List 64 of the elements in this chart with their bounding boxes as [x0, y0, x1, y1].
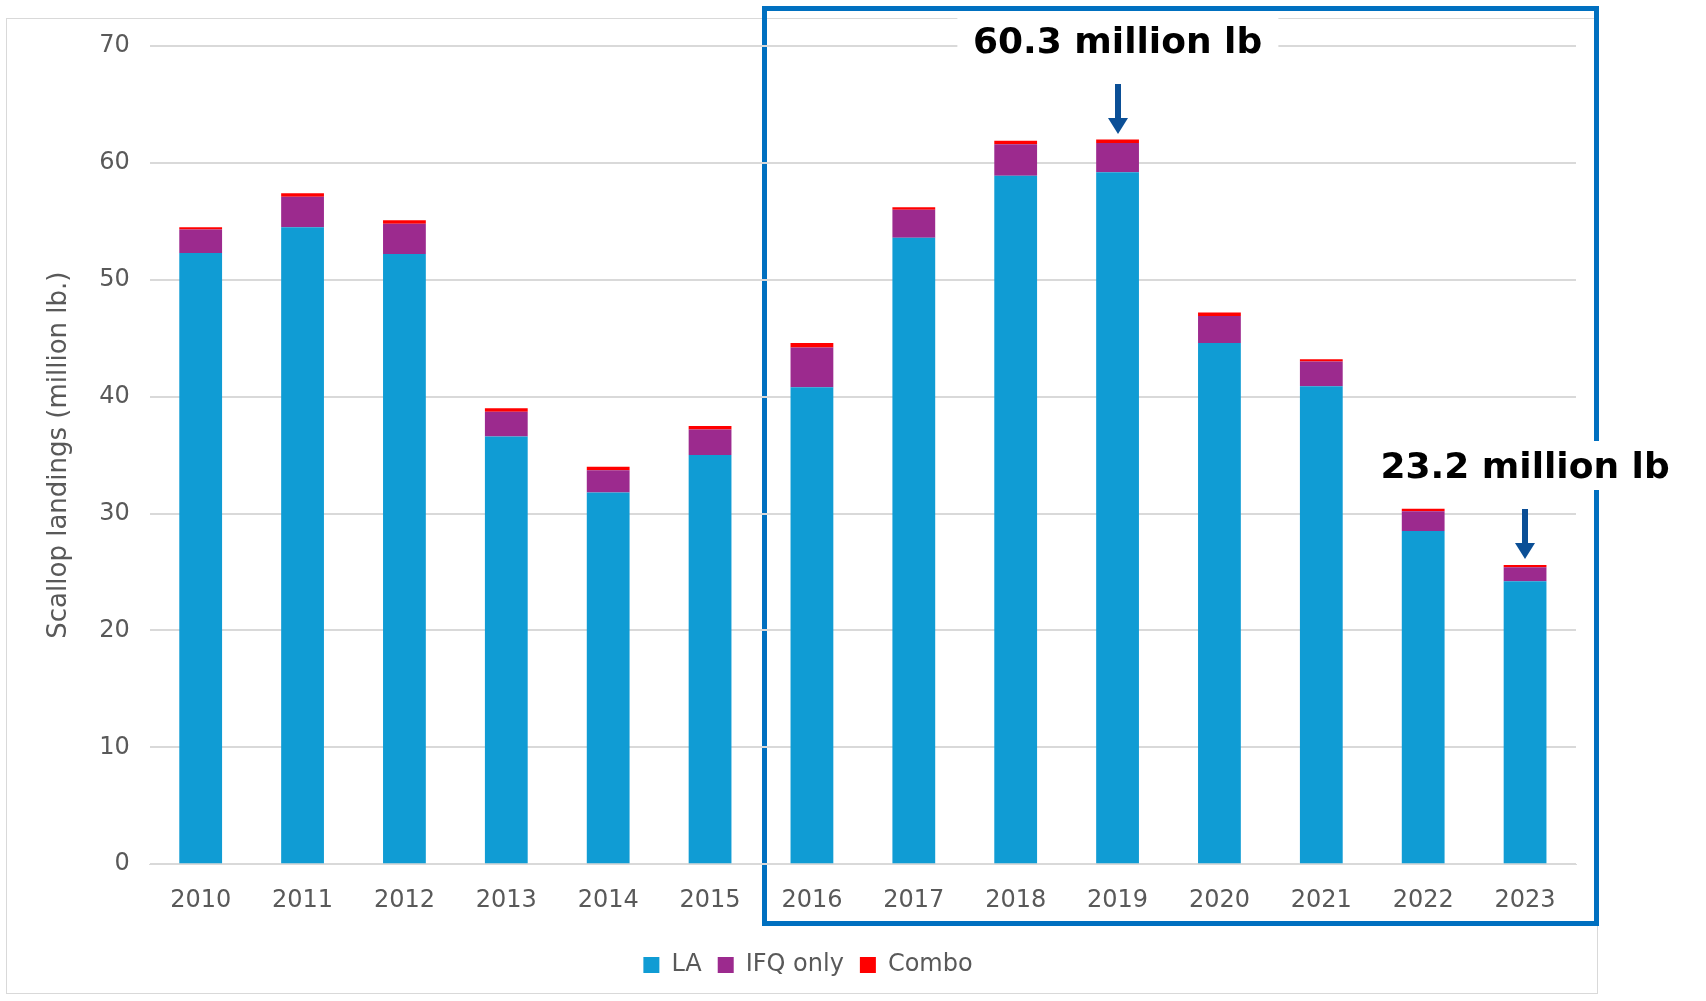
x-tick-label: 2012 [373, 884, 435, 913]
y-tick-label: 60 [99, 147, 130, 176]
x-tick-label: 2021 [1290, 884, 1352, 913]
legend-label: Combo [887, 949, 973, 978]
bar [1401, 511, 1445, 532]
x-tick-label: 2014 [577, 884, 639, 913]
bar [484, 408, 528, 412]
x-tick-label: 2018 [985, 884, 1047, 913]
bar [484, 436, 528, 864]
bar [179, 227, 223, 230]
bar [586, 492, 630, 864]
x-tick-label: 2010 [170, 884, 232, 913]
y-tick-label: 20 [99, 614, 130, 643]
bar [892, 209, 936, 238]
bar [994, 175, 1038, 864]
bar [383, 254, 426, 864]
bar [688, 455, 732, 864]
legend-label: LA [671, 949, 703, 978]
bar [484, 411, 528, 437]
y-tick-label: 70 [99, 30, 130, 59]
bar [1096, 172, 1139, 864]
x-tick-label: 2019 [1087, 884, 1149, 913]
bar [281, 196, 324, 228]
x-tick-label: 2013 [475, 884, 537, 913]
bar [790, 387, 834, 864]
bar [1198, 316, 1241, 343]
bar [383, 220, 426, 224]
bar [1198, 342, 1241, 864]
bar [892, 237, 936, 864]
bar [1503, 567, 1547, 582]
bar [892, 207, 936, 210]
y-tick-label: 30 [99, 497, 130, 526]
bar [688, 429, 732, 456]
y-axis-title: Scallop landings (million lb.) [42, 271, 73, 639]
bar [1503, 581, 1547, 864]
x-tick-label: 2017 [883, 884, 945, 913]
x-tick-label: 2016 [781, 884, 843, 913]
x-tick-label: 2015 [679, 884, 741, 913]
bar [179, 252, 223, 864]
x-tick-label: 2011 [272, 884, 334, 913]
bar [586, 470, 630, 493]
x-tick-label: 2020 [1188, 884, 1250, 913]
x-tick-label: 2023 [1494, 884, 1556, 913]
bar [790, 342, 834, 348]
bar [790, 347, 834, 388]
annotation: 23.2 million lb [1364, 440, 1686, 490]
bar [1198, 312, 1241, 317]
bar [1299, 359, 1343, 362]
annotation: 60.3 million lb [956, 15, 1279, 65]
x-tick-label: 2022 [1392, 884, 1454, 913]
bar [1299, 386, 1343, 864]
bar [994, 144, 1038, 176]
bar [179, 229, 223, 253]
bar [383, 223, 426, 255]
bar [1299, 361, 1343, 387]
y-tick-label: 40 [99, 380, 130, 409]
bar [1401, 531, 1445, 864]
y-tick-label: 0 [114, 848, 130, 877]
y-tick-label: 10 [99, 731, 130, 760]
legend-label: IFQ only [745, 949, 844, 978]
bar [1096, 143, 1139, 173]
bar [281, 193, 324, 197]
y-tick-label: 50 [99, 264, 130, 293]
bar [281, 227, 324, 864]
